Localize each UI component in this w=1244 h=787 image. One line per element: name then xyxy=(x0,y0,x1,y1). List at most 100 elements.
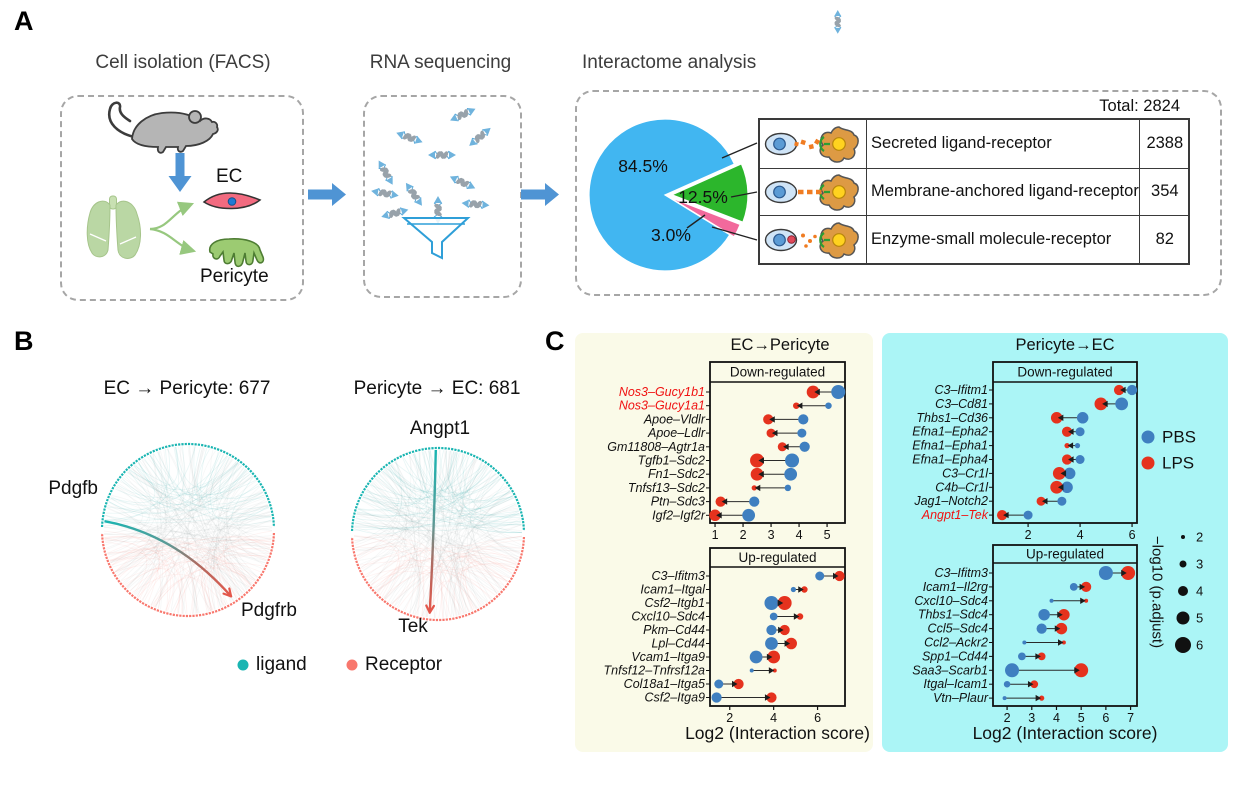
chord xyxy=(131,467,216,610)
dotplot-peri-ec-down: Down-regulated 2 4 6 C3–Ifitm1C3–Cd81Thbs1–C… xyxy=(912,361,1138,542)
chord xyxy=(193,446,251,495)
chord xyxy=(111,549,194,615)
gene-pair-label: Cxcl10–Sdc4 xyxy=(631,610,705,624)
dot-pbs xyxy=(1002,696,1007,701)
dot-lps xyxy=(750,453,765,468)
chord xyxy=(434,453,464,619)
chord xyxy=(124,561,256,586)
chord xyxy=(363,494,407,589)
x-tick-label: 2 xyxy=(726,711,733,725)
dot-pbs xyxy=(1036,623,1047,634)
chord xyxy=(379,558,424,617)
chord xyxy=(105,515,271,545)
chord xyxy=(138,536,271,598)
arrowhead-icon xyxy=(769,416,775,423)
chord xyxy=(449,491,512,617)
dot-pbs xyxy=(784,467,798,481)
gene-pair-label: Cxcl10–Sdc4 xyxy=(914,594,988,608)
chord xyxy=(451,452,520,523)
gene-pair-label: Efna1–Epha4 xyxy=(912,453,988,467)
gene-pair-label: Icam1–Itgal xyxy=(640,583,706,597)
chord xyxy=(106,465,152,551)
chord xyxy=(104,524,187,615)
chord xyxy=(462,453,521,519)
arrowhead-icon xyxy=(1057,414,1064,421)
chord xyxy=(408,454,498,594)
chord xyxy=(114,447,205,572)
chord xyxy=(109,547,228,605)
chord xyxy=(107,538,272,555)
chord xyxy=(104,475,253,535)
callout-line xyxy=(711,226,758,241)
x-tick-label: 6 xyxy=(1102,711,1109,725)
dot-lps xyxy=(766,428,776,438)
chord xyxy=(104,535,188,615)
x-tick-label: 4 xyxy=(1053,711,1060,725)
dot-lps xyxy=(1064,442,1070,449)
chord xyxy=(455,451,502,500)
chord xyxy=(112,489,262,568)
lps-legend-label: LPS xyxy=(1162,454,1194,473)
dot-lps xyxy=(709,509,721,522)
chord xyxy=(433,553,513,618)
chord xyxy=(462,457,511,511)
dot-pbs xyxy=(1005,663,1020,678)
chord xyxy=(127,471,252,586)
pericyte-to-ec-panel-bg xyxy=(882,333,1228,752)
dot-pbs xyxy=(1074,442,1081,449)
arrowhead-icon xyxy=(814,388,820,396)
chord xyxy=(357,476,400,511)
chord xyxy=(109,446,186,562)
gene-pair-label: Nos3–Gucy1a1 xyxy=(619,399,705,413)
rim-arc xyxy=(350,446,526,532)
chord xyxy=(354,489,510,544)
chord xyxy=(193,527,273,614)
size-legend-value: 3 xyxy=(1196,557,1203,572)
chord xyxy=(385,569,496,600)
angpt1-label: Angpt1 xyxy=(409,418,471,439)
gene-pair-label: Csf2–Itgb1 xyxy=(645,596,705,610)
chord xyxy=(354,522,412,602)
chord xyxy=(384,459,477,600)
chord xyxy=(115,486,263,570)
panel-b-label: B xyxy=(14,326,34,356)
chord xyxy=(355,516,394,569)
dot-lps xyxy=(1074,663,1089,678)
gene-pair-label: C4b–Cr1l xyxy=(935,480,989,494)
gene-pair-label: C3–Cr1l xyxy=(942,466,989,480)
chord xyxy=(356,545,444,618)
dot-pbs xyxy=(1003,680,1011,688)
chord xyxy=(129,469,256,496)
arrowhead-icon xyxy=(784,640,791,647)
x-axis-label: Log2 (Interaction score) xyxy=(685,723,870,743)
chord xyxy=(225,494,265,591)
arrowhead-icon xyxy=(428,604,436,614)
chord xyxy=(412,497,514,615)
chord xyxy=(353,535,410,591)
dot-pbs xyxy=(815,571,825,581)
chord xyxy=(457,566,508,612)
enzyme-small-molecule-receptor-icon xyxy=(760,216,866,263)
chord xyxy=(378,453,428,510)
chord xyxy=(477,504,519,558)
dot-pbs xyxy=(1022,640,1027,645)
dot-lps xyxy=(1113,384,1125,396)
chord xyxy=(225,501,268,595)
chord xyxy=(105,515,271,546)
chord xyxy=(387,466,510,579)
chord xyxy=(376,475,485,605)
chord xyxy=(439,459,477,618)
chord xyxy=(467,490,511,607)
dot-pbs xyxy=(1023,510,1033,520)
gene-pair-label: Itgal–Icam1 xyxy=(923,677,988,691)
dot-lps xyxy=(1121,566,1136,580)
size-legend-dot xyxy=(1181,535,1185,539)
chord xyxy=(115,536,272,573)
chord xyxy=(155,490,263,608)
chord xyxy=(354,525,511,578)
chord xyxy=(462,560,515,611)
chord xyxy=(448,451,514,501)
arrowhead-icon xyxy=(754,484,761,492)
chord xyxy=(223,480,257,581)
gene-pair-label: Nos3–Gucy1b1 xyxy=(619,385,705,399)
